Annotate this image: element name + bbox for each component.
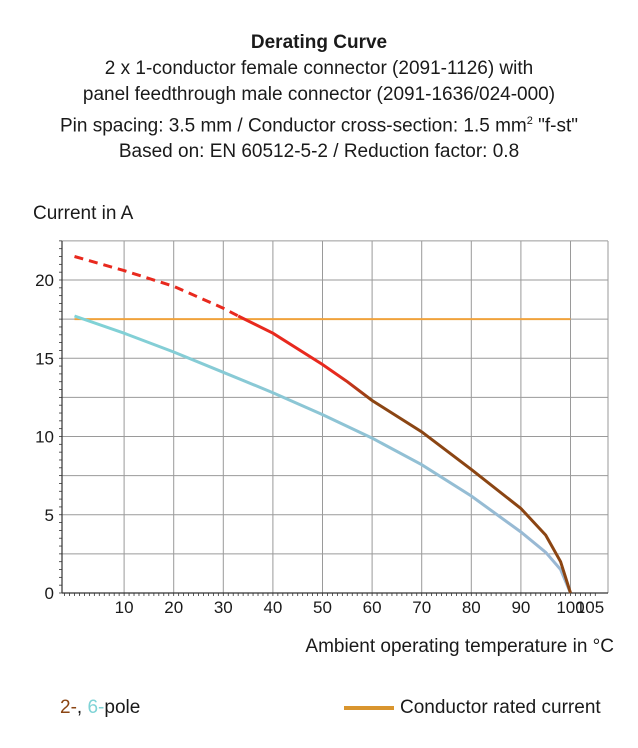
x-tick-label: 80 — [462, 598, 481, 617]
chart-title: Derating Curve — [250, 32, 388, 53]
legend-pole-6: 6- — [87, 697, 105, 718]
legend-pole-word: pole — [104, 697, 141, 718]
y-tick-label: 10 — [35, 428, 54, 447]
conductor-type-text: "f-st" — [532, 115, 578, 137]
legend-separator: , — [76, 697, 88, 718]
superscript-two: 2 — [526, 115, 533, 127]
legend-pole: 2-, 6-pole — [60, 697, 140, 719]
pole6-curve — [74, 314, 572, 594]
y-tick-label: 15 — [35, 349, 54, 368]
pole2-curve-dashed — [74, 255, 239, 318]
legend-rated-current: Conductor rated current — [344, 697, 601, 719]
chart-subtitle-line5: Based on: EN 60512-5-2 / Reduction facto… — [118, 141, 520, 163]
chart-title-block: Derating Curve 2 x 1-conductor female co… — [0, 30, 638, 165]
x-tick-label: 10 — [115, 598, 134, 617]
legend-rated-swatch — [344, 706, 394, 710]
x-tick-label: 40 — [263, 598, 282, 617]
y-tick-label: 0 — [45, 584, 54, 603]
legend-pole-2: 2- — [60, 697, 77, 718]
chart-subtitle-line2: 2 x 1-conductor female connector (2091-1… — [104, 58, 534, 79]
x-tick-label: 60 — [363, 598, 382, 617]
y-tick-label: 5 — [45, 506, 54, 525]
legend-rated-label: Conductor rated current — [400, 697, 601, 718]
chart-subtitle-line3: panel feedthrough male connector (2091-1… — [82, 84, 556, 105]
x-tick-label: 50 — [313, 598, 332, 617]
x-axis-label: Ambient operating temperature in °C — [305, 636, 614, 657]
x-tick-label: 30 — [214, 598, 233, 617]
x-tick-label: 100 — [556, 598, 584, 617]
y-tick-label: 20 — [35, 271, 54, 290]
x-tick-label: 90 — [511, 598, 530, 617]
x-tick-label: 105 — [576, 598, 604, 617]
y-axis-label: Current in A — [33, 203, 134, 224]
pin-spacing-text: Pin spacing: 3.5 mm / Conductor cross-se… — [59, 115, 527, 137]
chart-subtitle-line4: Pin spacing: 3.5 mm / Conductor cross-se… — [0, 108, 638, 139]
x-tick-label: 20 — [164, 598, 183, 617]
pole2-curve-solid — [237, 314, 572, 594]
x-tick-label: 70 — [412, 598, 431, 617]
